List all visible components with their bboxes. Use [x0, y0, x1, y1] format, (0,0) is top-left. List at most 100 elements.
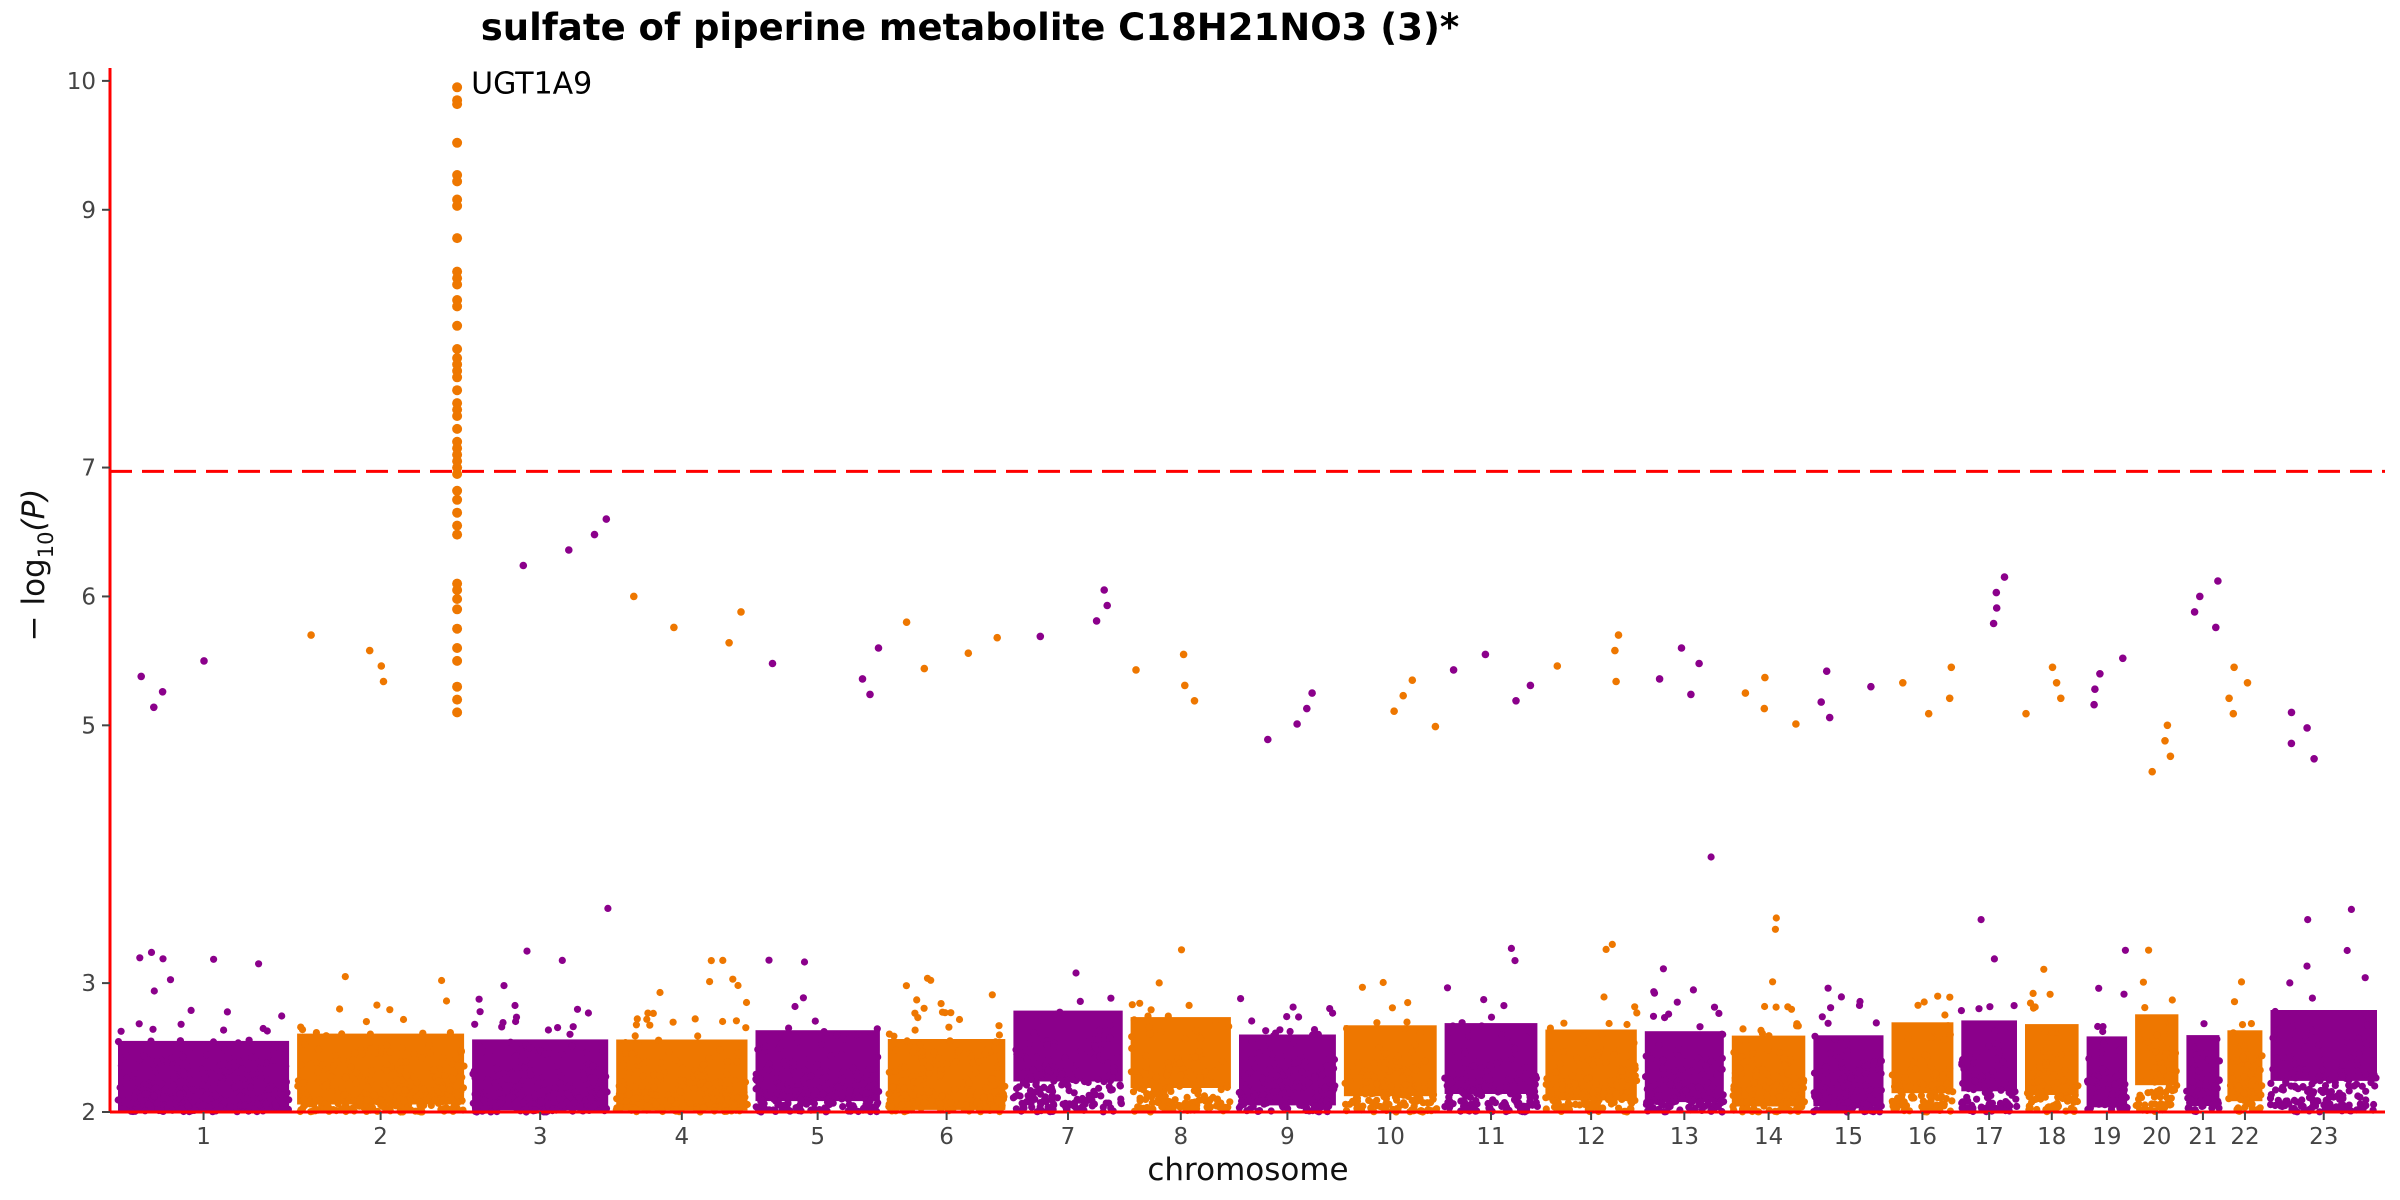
snp-point [1381, 1059, 1389, 1067]
snp-point [1927, 1062, 1935, 1070]
snp-point [1035, 1085, 1043, 1093]
snp-point [1990, 955, 1998, 963]
snp-point [2102, 1100, 2110, 1108]
snp-point [996, 1051, 1004, 1059]
snp-point [472, 1073, 480, 1081]
snp-point [634, 1039, 642, 1047]
snp-point [569, 1023, 577, 1031]
snp-point [1946, 1030, 1954, 1039]
snp-point [1088, 1096, 1096, 1104]
snp-point [2118, 1066, 2126, 1075]
snp-point [719, 956, 727, 965]
peak-annotation-ugt1a9: UGT1A9 [471, 66, 592, 101]
snp-point [1273, 1072, 1281, 1080]
snp-point [1368, 1084, 1376, 1092]
snp-point [1521, 1064, 1529, 1072]
snp-point [383, 1060, 391, 1068]
snp-point [732, 1017, 741, 1025]
snp-point [650, 1083, 658, 1091]
snp-point [1612, 1090, 1620, 1098]
snp-point [352, 1068, 360, 1077]
snp-point [378, 1102, 386, 1110]
snp-point [491, 1079, 499, 1087]
snp-point [1761, 1002, 1769, 1011]
snp-point [2290, 1096, 2298, 1104]
snp-point [1945, 1087, 1953, 1095]
snp-point [1449, 1022, 1457, 1030]
snp-point [2241, 1103, 2249, 1111]
snp-point [1061, 1099, 1069, 1107]
snp-point [1091, 1042, 1099, 1050]
snp-point [1146, 1030, 1154, 1038]
snp-point [791, 1076, 799, 1084]
snp-point [1791, 1081, 1799, 1089]
snp-point [2048, 663, 2057, 672]
snp-point [198, 1065, 206, 1073]
snp-point [434, 1071, 443, 1079]
snp-point [285, 1096, 293, 1104]
snp-point [991, 1088, 999, 1096]
snp-point [1977, 1072, 1986, 1080]
snp-point [1718, 1030, 1726, 1038]
snp-point [1651, 1080, 1659, 1089]
snp-point [655, 1036, 663, 1044]
snp-point [1148, 1093, 1156, 1101]
snp-point [2184, 1104, 2192, 1112]
snp-point [719, 1017, 727, 1026]
snp-point [209, 1038, 218, 1046]
snp-point [1480, 996, 1488, 1004]
snp-point [1203, 1103, 1211, 1111]
snp-point [1655, 1041, 1663, 1049]
snp-point [845, 1095, 853, 1104]
snp-point [2230, 998, 2239, 1006]
peak-snp-point [452, 411, 463, 421]
snp-point [571, 1088, 580, 1096]
snp-point [1030, 1029, 1038, 1037]
snp-point [1687, 690, 1695, 699]
snp-point [1139, 1086, 1147, 1094]
snp-point [1102, 1099, 1110, 1107]
snp-point [1558, 1092, 1566, 1100]
snp-point [2090, 700, 2098, 709]
snp-point [1117, 1095, 1125, 1103]
snp-point [819, 1090, 827, 1098]
snp-point [598, 1099, 607, 1107]
snp-point [1650, 988, 1658, 996]
snp-point [1917, 1092, 1925, 1100]
snp-point [1765, 1078, 1773, 1086]
snp-point [1580, 1032, 1588, 1040]
snp-point [1486, 1061, 1494, 1069]
snp-point [2258, 1052, 2266, 1060]
snp-point [626, 1079, 634, 1087]
snp-point [439, 1054, 447, 1062]
snp-point [742, 1024, 750, 1032]
snp-point [723, 1058, 732, 1066]
snp-point [1290, 1037, 1298, 1045]
snp-point [1731, 1074, 1739, 1082]
snp-point [1623, 1052, 1631, 1060]
snp-point [1946, 993, 1954, 1001]
snp-point [1959, 1098, 1967, 1106]
snp-point [853, 1072, 861, 1080]
snp-point [1217, 1086, 1225, 1094]
snp-point [733, 1058, 741, 1066]
snp-point [2050, 1071, 2058, 1079]
snp-point [397, 1058, 405, 1066]
snp-point [1877, 1102, 1885, 1110]
snp-point [1531, 1088, 1539, 1096]
snp-point [1531, 1093, 1539, 1101]
snp-point [1743, 1057, 1752, 1065]
snp-point [919, 1057, 927, 1065]
snp-point [507, 1038, 515, 1046]
snp-point [898, 1101, 906, 1109]
snp-point [866, 1082, 875, 1090]
peak-snp-point [452, 176, 463, 187]
snp-point [223, 1008, 231, 1016]
snp-point [282, 1062, 290, 1070]
snp-point [928, 1097, 936, 1105]
snp-point [1037, 1071, 1045, 1079]
snp-point [1086, 1035, 1094, 1043]
snp-point [558, 956, 566, 965]
snp-point [2196, 1097, 2205, 1105]
peak-snp-point [452, 655, 463, 666]
